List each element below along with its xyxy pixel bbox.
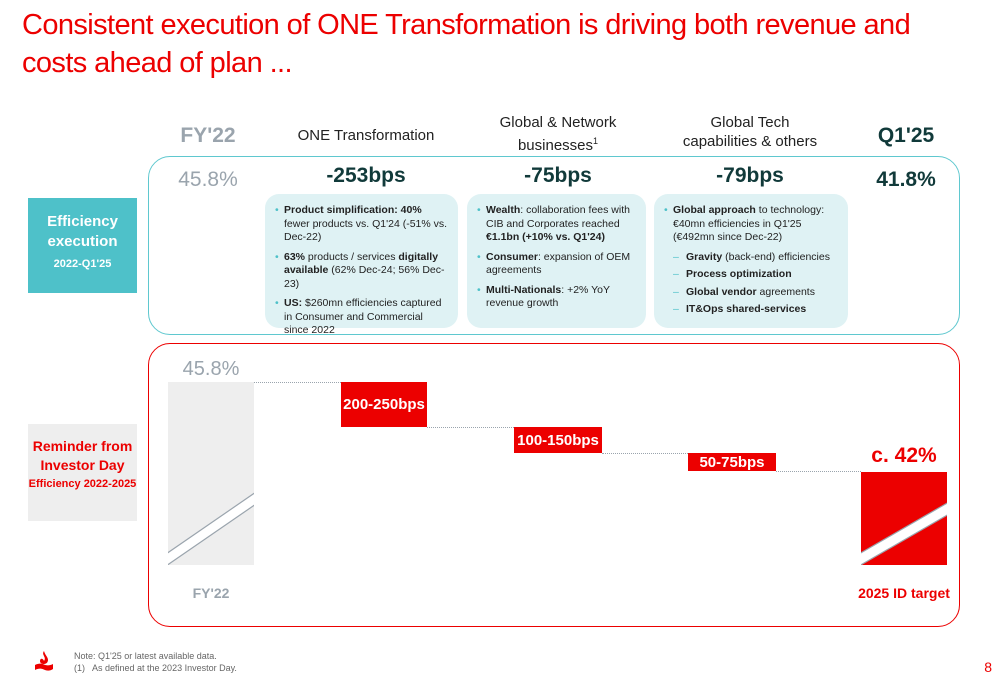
bullet-text: (62% Dec-24; 56% Dec-23) — [284, 264, 445, 290]
start-efficiency-value: 45.8% — [182, 358, 240, 380]
card-bullet: Product simplification: 40% fewer produc… — [275, 204, 448, 245]
global-tech-bps-value: -79bps — [716, 164, 784, 187]
bullet-bold: Global vendor — [686, 285, 757, 298]
bullet-bold: Global approach — [673, 204, 756, 216]
waterfall-step-1: 200-250bps — [341, 382, 427, 427]
reminder-subtitle: Efficiency 2022-2025 — [28, 478, 137, 490]
reminder-title: Reminder from Investor Day — [32, 438, 133, 473]
waterfall-step-3: 50-75bps — [688, 453, 776, 471]
card-bullet: Multi-Nationals: +2% YoY revenue growth — [477, 284, 636, 311]
santander-logo-icon — [34, 650, 54, 672]
bullet-text: to technology: €40mn efficiencies in Q1'… — [673, 204, 825, 243]
waterfall-connector — [427, 427, 514, 428]
bullet-text: : collaboration fees with CIB and Corpor… — [486, 204, 630, 230]
axis-break-icon — [861, 502, 947, 565]
waterfall-connector — [602, 453, 688, 454]
bullet-bold: Multi-Nationals — [486, 283, 562, 296]
bullet-bold: Process optimization — [686, 268, 792, 280]
waterfall-connector — [776, 471, 861, 472]
bullet-text: products / services — [305, 250, 399, 263]
bullet-bold: Consumer — [486, 250, 538, 263]
bullet-bold: Wealth — [486, 204, 521, 216]
efficiency-execution-title: Efficiency execution — [47, 213, 118, 250]
bullet-bold: US: — [284, 297, 303, 309]
card-bullet: 63% products / services digitally availa… — [275, 251, 448, 292]
bullet-text: agreements — [756, 285, 815, 298]
bullet-text: (back-end) efficiencies — [722, 250, 830, 263]
card-sub-bullet: IT&Ops shared-services — [664, 303, 838, 317]
bullet-bold: Gravity — [686, 250, 723, 263]
footer-footnote: (1) As defined at the 2023 Investor Day. — [74, 663, 237, 673]
bullet-text: : +2% YoY revenue growth — [486, 283, 610, 310]
fy22-start-bar — [168, 382, 254, 565]
waterfall-connector — [254, 382, 341, 383]
fy22-header: FY'22 — [180, 124, 236, 147]
global-network-header: Global & Network businesses1 — [492, 113, 624, 155]
card-sub-bullet: Gravity (back-end) efficiencies — [664, 251, 838, 265]
card-bullet: US: $260mn efficiencies captured in Cons… — [275, 297, 448, 338]
bullet-bold: €1.1bn (+10% vs. Q1'24) — [486, 231, 605, 243]
bullet-bold: IT&Ops shared-services — [686, 303, 807, 315]
card-bullet: Global approach to technology: €40mn eff… — [664, 204, 838, 245]
bullet-bold: Product simplification: 40% — [284, 204, 422, 216]
reminder-label: Reminder from Investor Day Efficiency 20… — [28, 424, 137, 521]
bullet-bold: 63% — [284, 250, 306, 263]
page-title: Consistent execution of ONE Transformati… — [22, 9, 911, 79]
bullet-text: : expansion of OEM agreements — [486, 250, 631, 277]
footnote-ref: 1 — [593, 136, 599, 146]
investor-day-reminder-panel — [148, 343, 960, 627]
bullet-text: fewer products vs. Q1'24 (-51% vs. Dec-2… — [284, 217, 448, 244]
q125-efficiency-value: 41.8% — [876, 168, 936, 191]
card-sub-bullet: Process optimization — [664, 268, 838, 282]
global-network-card: Wealth: collaboration fees with CIB and … — [467, 194, 646, 328]
card-bullet: Consumer: expansion of OEM agreements — [477, 251, 636, 278]
axis-break-icon — [168, 492, 254, 565]
card-sub-bullet: Global vendor agreements — [664, 286, 838, 300]
waterfall-step-2: 100-150bps — [514, 427, 602, 453]
one-transformation-header: ONE Transformation — [297, 127, 435, 144]
start-category-label: FY'22 — [192, 585, 230, 601]
fy22-efficiency-value: 45.8% — [178, 168, 238, 191]
card-bullet: Wealth: collaboration fees with CIB and … — [477, 204, 636, 245]
global-network-bps-value: -75bps — [524, 164, 592, 187]
target-category-label: 2025 ID target — [858, 585, 950, 601]
target-efficiency-value: c. 42% — [871, 444, 937, 467]
one-bps-value: -253bps — [326, 164, 406, 187]
global-tech-card: Global approach to technology: €40mn eff… — [654, 194, 848, 328]
global-tech-header: Global Tech capabilities & others — [682, 114, 818, 150]
bullet-text: $260mn efficiencies captured in Consumer… — [284, 297, 442, 336]
bullet-bold: digitally available — [284, 250, 439, 277]
q125-header: Q1'25 — [877, 124, 935, 147]
target-bar — [861, 472, 947, 565]
page-number: 8 — [984, 659, 992, 675]
efficiency-execution-period: 2022-Q1'25 — [53, 258, 112, 270]
global-network-header-text: Global & Network businesses — [499, 114, 617, 154]
efficiency-execution-label: Efficiency execution 2022-Q1'25 — [28, 198, 137, 293]
efficiency-execution-panel — [148, 156, 960, 335]
footer-note: Note: Q1'25 or latest available data. — [74, 651, 217, 661]
one-transformation-card: Product simplification: 40% fewer produc… — [265, 194, 458, 336]
